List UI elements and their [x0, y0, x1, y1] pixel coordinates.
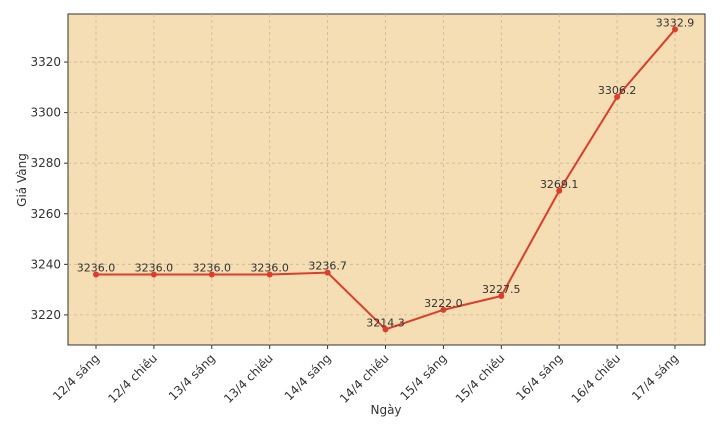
data-point [266, 271, 273, 278]
data-point [208, 271, 215, 278]
data-label: 3227.5 [482, 283, 521, 296]
x-axis-label: Ngày [370, 403, 401, 417]
data-point [150, 271, 157, 278]
x-tick-label: 13/4 chiều [221, 351, 276, 406]
data-label: 3236.0 [250, 261, 289, 274]
data-label: 3332.9 [656, 16, 695, 29]
data-label: 3214.3 [366, 316, 405, 329]
y-axis-label: Giá Vàng [15, 153, 29, 207]
x-tick-label: 12/4 chiều [105, 351, 160, 406]
data-point [382, 326, 389, 333]
plot-area [67, 13, 706, 346]
data-label: 3236.7 [308, 260, 347, 273]
data-label: 3236.0 [77, 261, 116, 274]
x-tick-label: 14/4 chiều [337, 351, 392, 406]
y-tick-label: 3300 [30, 106, 61, 120]
data-label: 3306.2 [598, 84, 637, 97]
data-point [324, 269, 331, 276]
x-tick-label: 13/4 sáng [166, 351, 218, 403]
data-point [440, 306, 447, 313]
x-tick-label: 14/4 sáng [282, 351, 334, 403]
x-tick-label: 12/4 sáng [50, 351, 102, 403]
x-tick-label: 16/4 chiều [569, 351, 624, 406]
data-point [498, 292, 505, 299]
x-tick-label: 16/4 sáng [513, 351, 565, 403]
data-label: 3222.0 [424, 297, 463, 310]
y-tick-label: 3280 [30, 156, 61, 170]
y-tick-label: 3260 [30, 207, 61, 221]
data-label: 3236.0 [135, 261, 174, 274]
data-point [614, 93, 621, 100]
y-tick-label: 3240 [30, 257, 61, 271]
y-tick-label: 3320 [30, 55, 61, 69]
data-point [672, 26, 678, 33]
data-label: 3236.0 [193, 261, 232, 274]
x-tick-label: 15/4 sáng [397, 351, 449, 403]
data-point [93, 271, 99, 278]
x-tick-label: 17/4 sáng [629, 351, 681, 403]
data-point [556, 187, 563, 194]
x-tick-label: 15/4 chiều [453, 351, 508, 406]
data-label: 3269.1 [540, 178, 579, 191]
y-tick-label: 3220 [30, 308, 61, 322]
